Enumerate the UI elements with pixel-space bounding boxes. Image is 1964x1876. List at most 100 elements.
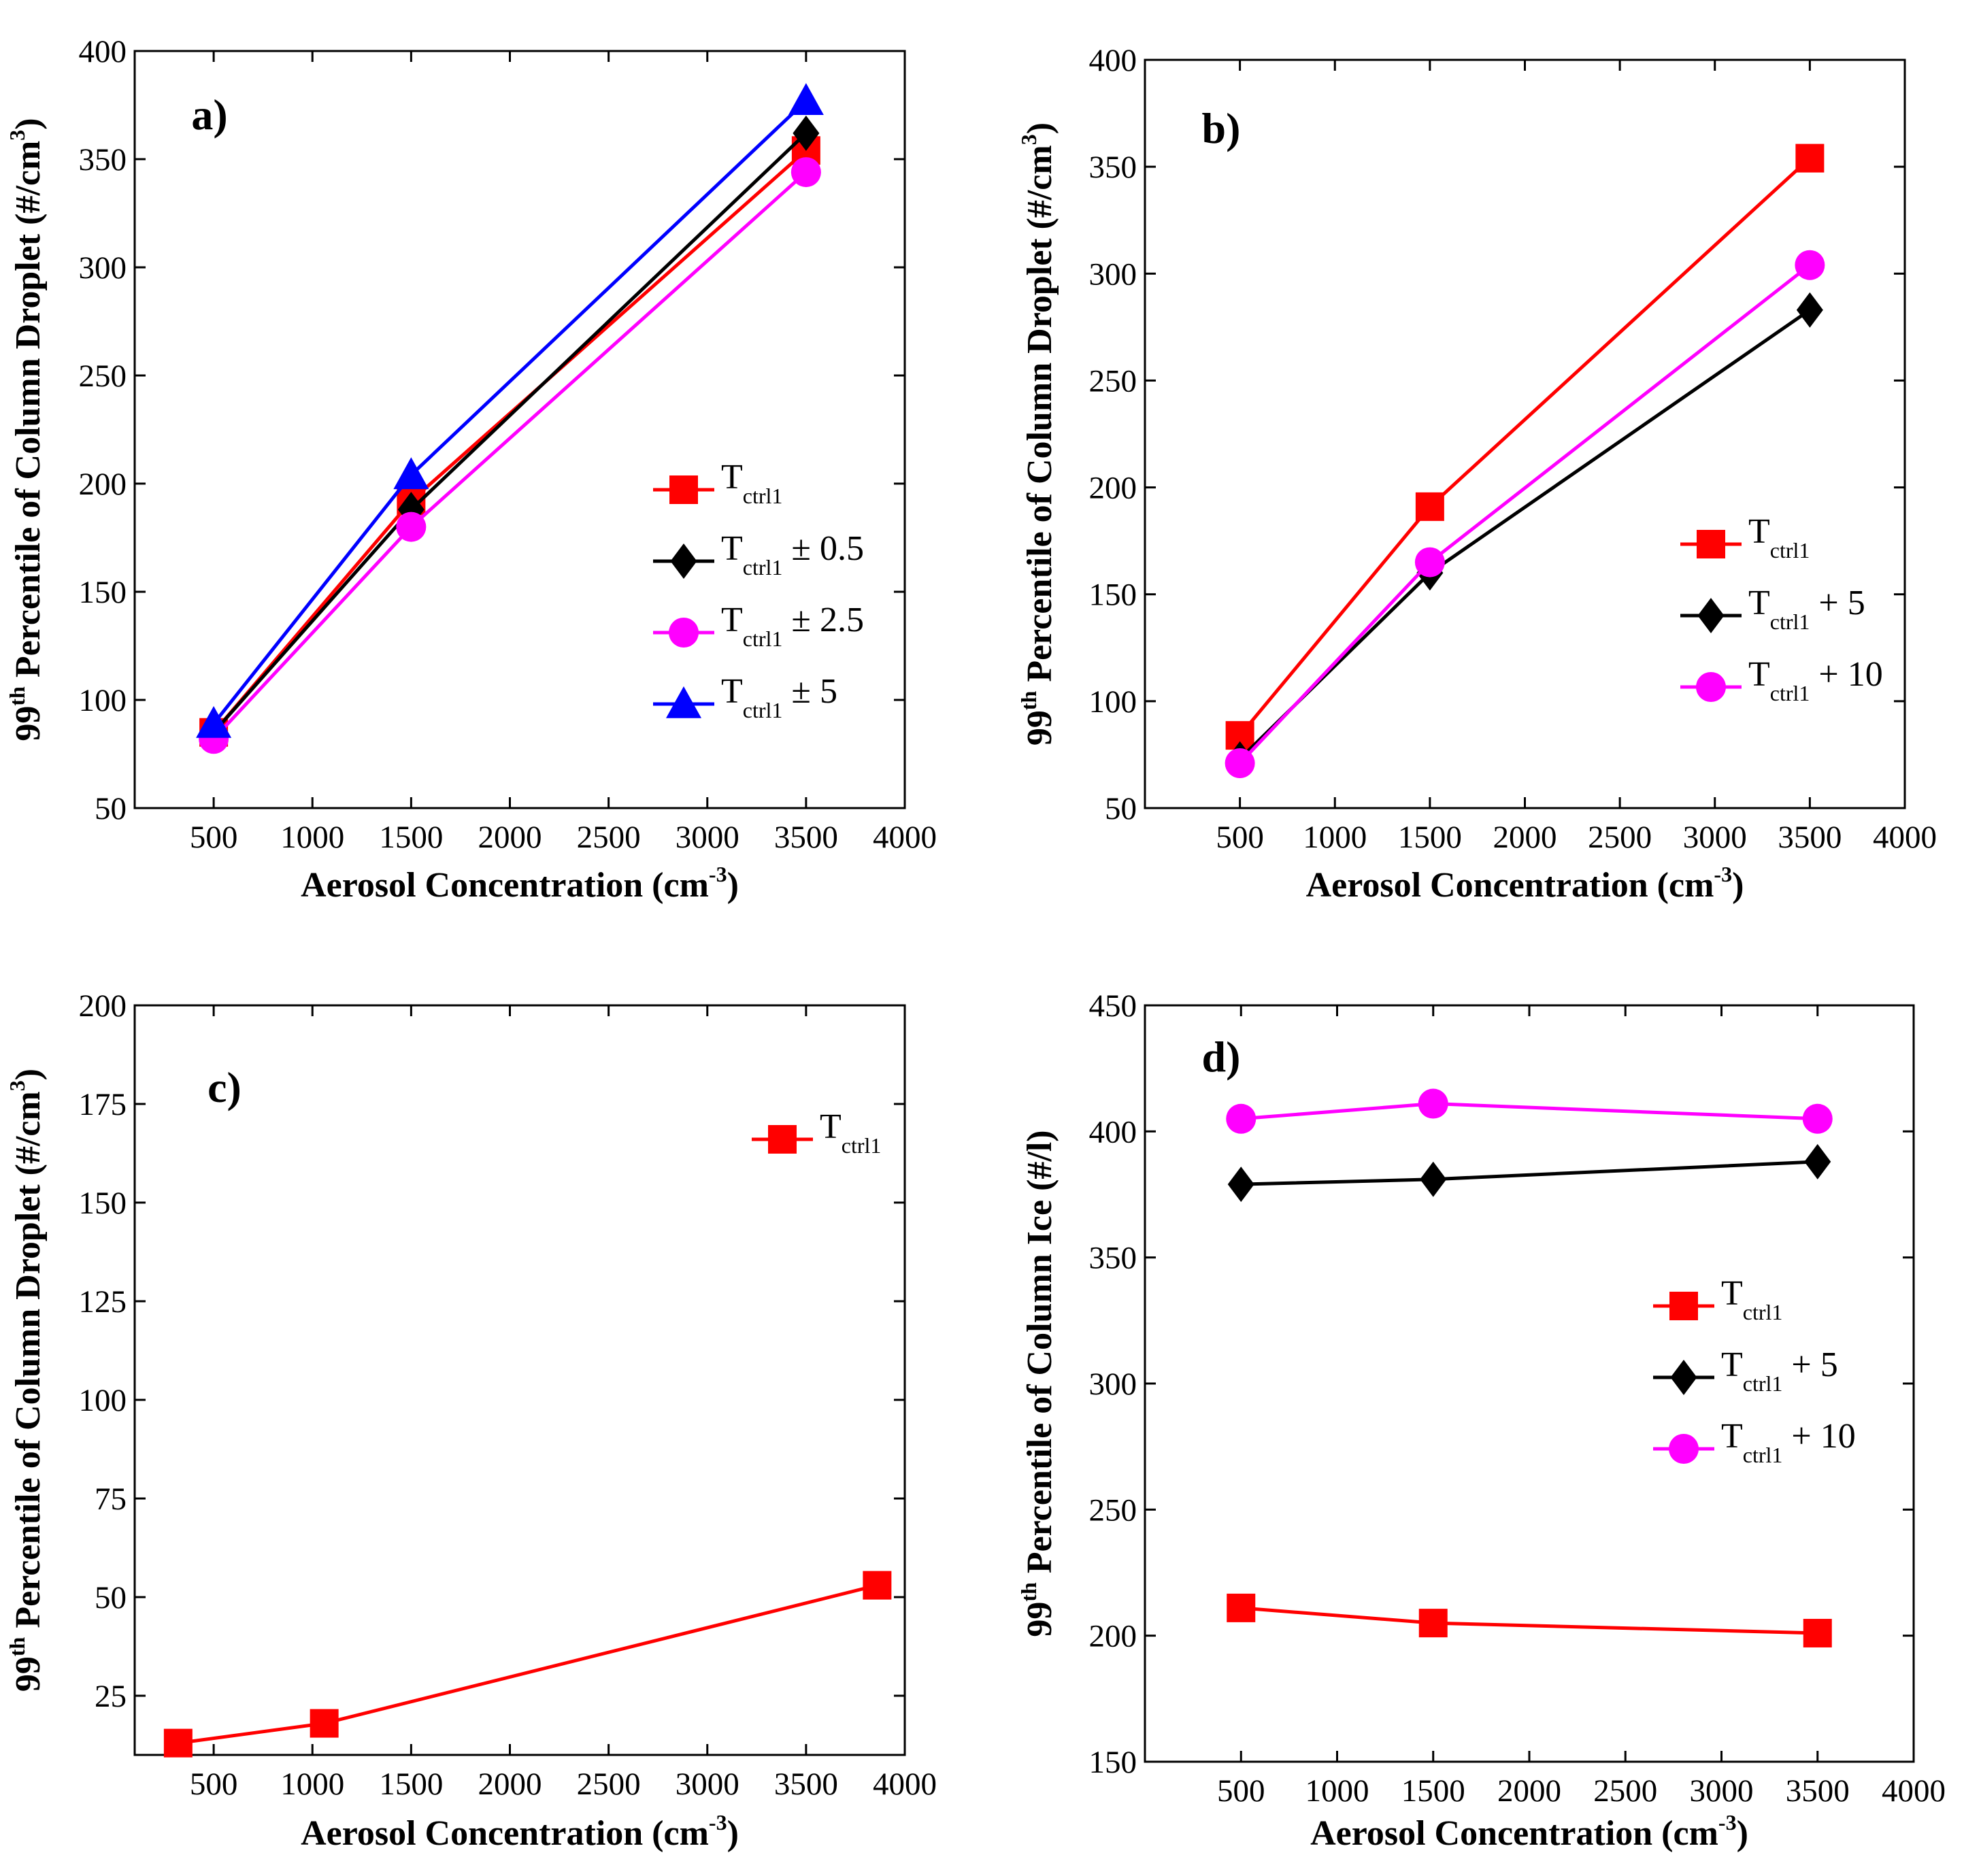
y-tick-label: 250: [1089, 363, 1137, 399]
y-tick-label: 250: [1089, 1492, 1137, 1528]
y-tick-label: 100: [79, 1383, 127, 1418]
series-2: [1226, 1088, 1833, 1134]
legend-marker: [669, 475, 698, 504]
y-tick-label: 400: [1089, 1114, 1137, 1150]
x-tick-label: 2500: [577, 1766, 641, 1802]
y-tick-label: 150: [79, 575, 127, 610]
y-tick-label: 175: [79, 1087, 127, 1122]
panel-label: b): [1202, 104, 1241, 152]
y-tick-label: 50: [95, 1580, 127, 1615]
y-tick-label: 75: [95, 1481, 127, 1517]
y-tick-label: 200: [1089, 1619, 1137, 1654]
y-tick-label: 300: [1089, 256, 1137, 292]
panel-label: a): [191, 90, 227, 139]
data-point: [1420, 1161, 1447, 1197]
x-tick-label: 4000: [873, 1766, 937, 1802]
data-point: [1226, 1103, 1256, 1134]
x-tick-label: 3000: [676, 1766, 739, 1802]
x-axis-title: Aerosol Concentration (cm-3): [301, 1810, 739, 1853]
x-tick-label: 1500: [1401, 1773, 1465, 1809]
series-1: [1227, 1143, 1831, 1203]
x-tick-label: 500: [190, 1766, 238, 1802]
data-point: [1796, 292, 1823, 328]
legend-entry: Tctrl1 + 5: [1721, 1345, 1838, 1396]
legend-marker: [670, 543, 697, 579]
legend-marker: [666, 686, 701, 718]
y-tick-label: 150: [1089, 1745, 1137, 1780]
panel-a: 500 1000 1500 2000 2500 3000 3500 4000 50 100 150 2…: [5, 34, 937, 905]
y-tick-label: 100: [1089, 684, 1137, 720]
x-tick-label: 1500: [379, 1766, 443, 1802]
y-tick-label: 150: [1089, 577, 1137, 613]
x-tick-label: 1500: [1398, 820, 1462, 855]
plot-frame: [133, 50, 906, 809]
legend: Tctrl1: [752, 1107, 881, 1158]
series-0: [1227, 1593, 1832, 1647]
x-tick-label: 3500: [1778, 820, 1842, 855]
legend-marker: [1669, 1292, 1698, 1320]
y-tick-label: 25: [95, 1679, 127, 1714]
legend-marker: [1669, 1434, 1699, 1464]
x-tick-label: 4000: [873, 820, 937, 855]
x-tick-label: 3500: [774, 820, 838, 855]
y-tick-label: 200: [79, 467, 127, 502]
data-point: [1227, 1593, 1256, 1622]
y-tick-label: 300: [1089, 1367, 1137, 1402]
legend-marker: [1696, 672, 1726, 702]
series-line: [1241, 1606, 1818, 1635]
legend-entry: Tctrl1 ± 2.5: [721, 601, 864, 651]
data-point: [1415, 492, 1444, 521]
data-point: [1414, 547, 1445, 577]
data-point: [396, 512, 427, 542]
x-tick-label: 1500: [379, 820, 443, 855]
data-point: [1802, 1103, 1833, 1134]
x-tick-label: 500: [1217, 1773, 1265, 1809]
x-tick-label: 1000: [280, 820, 344, 855]
data-point: [310, 1709, 339, 1738]
x-tick-label: 4000: [1882, 1773, 1946, 1809]
series-1: [1227, 292, 1823, 777]
panel-label: d): [1202, 1033, 1241, 1081]
data-point: [1795, 250, 1825, 280]
series-line: [178, 1584, 878, 1745]
y-tick-label: 450: [1089, 988, 1137, 1024]
y-tick-label: 125: [79, 1284, 127, 1320]
y-tick-label: 50: [95, 791, 127, 826]
legend-entry: Tctrl1 + 10: [1748, 655, 1883, 705]
legend-marker: [669, 618, 699, 648]
legend-entry: Tctrl1 ± 5: [721, 672, 837, 722]
x-tick-label: 3000: [676, 820, 739, 855]
series-line: [1241, 1160, 1818, 1186]
x-tick-label: 1000: [1305, 1773, 1369, 1809]
legend-entry: Tctrl1: [1721, 1274, 1782, 1324]
y-tick-label: 350: [79, 142, 127, 178]
data-point: [1804, 1143, 1831, 1179]
legend-entry: Tctrl1 + 5: [1748, 584, 1865, 634]
x-tick-label: 2000: [478, 820, 542, 855]
data-point: [863, 1571, 892, 1600]
y-tick-label: 300: [79, 250, 127, 286]
y-tick-label: 400: [1089, 43, 1137, 78]
y-axis-title: 99th Percentile of Column Droplet (#/cm3…: [5, 1069, 48, 1692]
data-point: [163, 1728, 193, 1758]
data-point: [196, 705, 232, 738]
y-axis-title: 99th Percentile of Column Ice (#/l): [1016, 1130, 1059, 1637]
y-tick-label: 100: [79, 683, 127, 718]
y-tick-label: 250: [79, 358, 127, 394]
series-line: [212, 171, 808, 740]
legend-entry: Tctrl1 + 10: [1721, 1417, 1856, 1467]
x-tick-label: 3000: [1690, 1773, 1754, 1809]
x-tick-label: 2000: [1493, 820, 1557, 855]
panel-b: 500 1000 1500 2000 2500 3000 3500 4000 50 100 150 2…: [1016, 43, 1937, 905]
x-tick-label: 3000: [1683, 820, 1747, 855]
x-axis-title: Aerosol Concentration (cm-3): [301, 862, 739, 905]
y-tick-label: 400: [79, 34, 127, 69]
x-tick-label: 3500: [774, 1766, 838, 1802]
y-axis-title: 99th Percentile of Column Droplet (#/cm3…: [1016, 122, 1059, 746]
legend-marker: [1697, 530, 1725, 558]
data-point: [1227, 1167, 1254, 1203]
series-2: [1225, 250, 1825, 778]
series-line: [1241, 1102, 1818, 1121]
legend-entry: Tctrl1: [820, 1107, 881, 1158]
